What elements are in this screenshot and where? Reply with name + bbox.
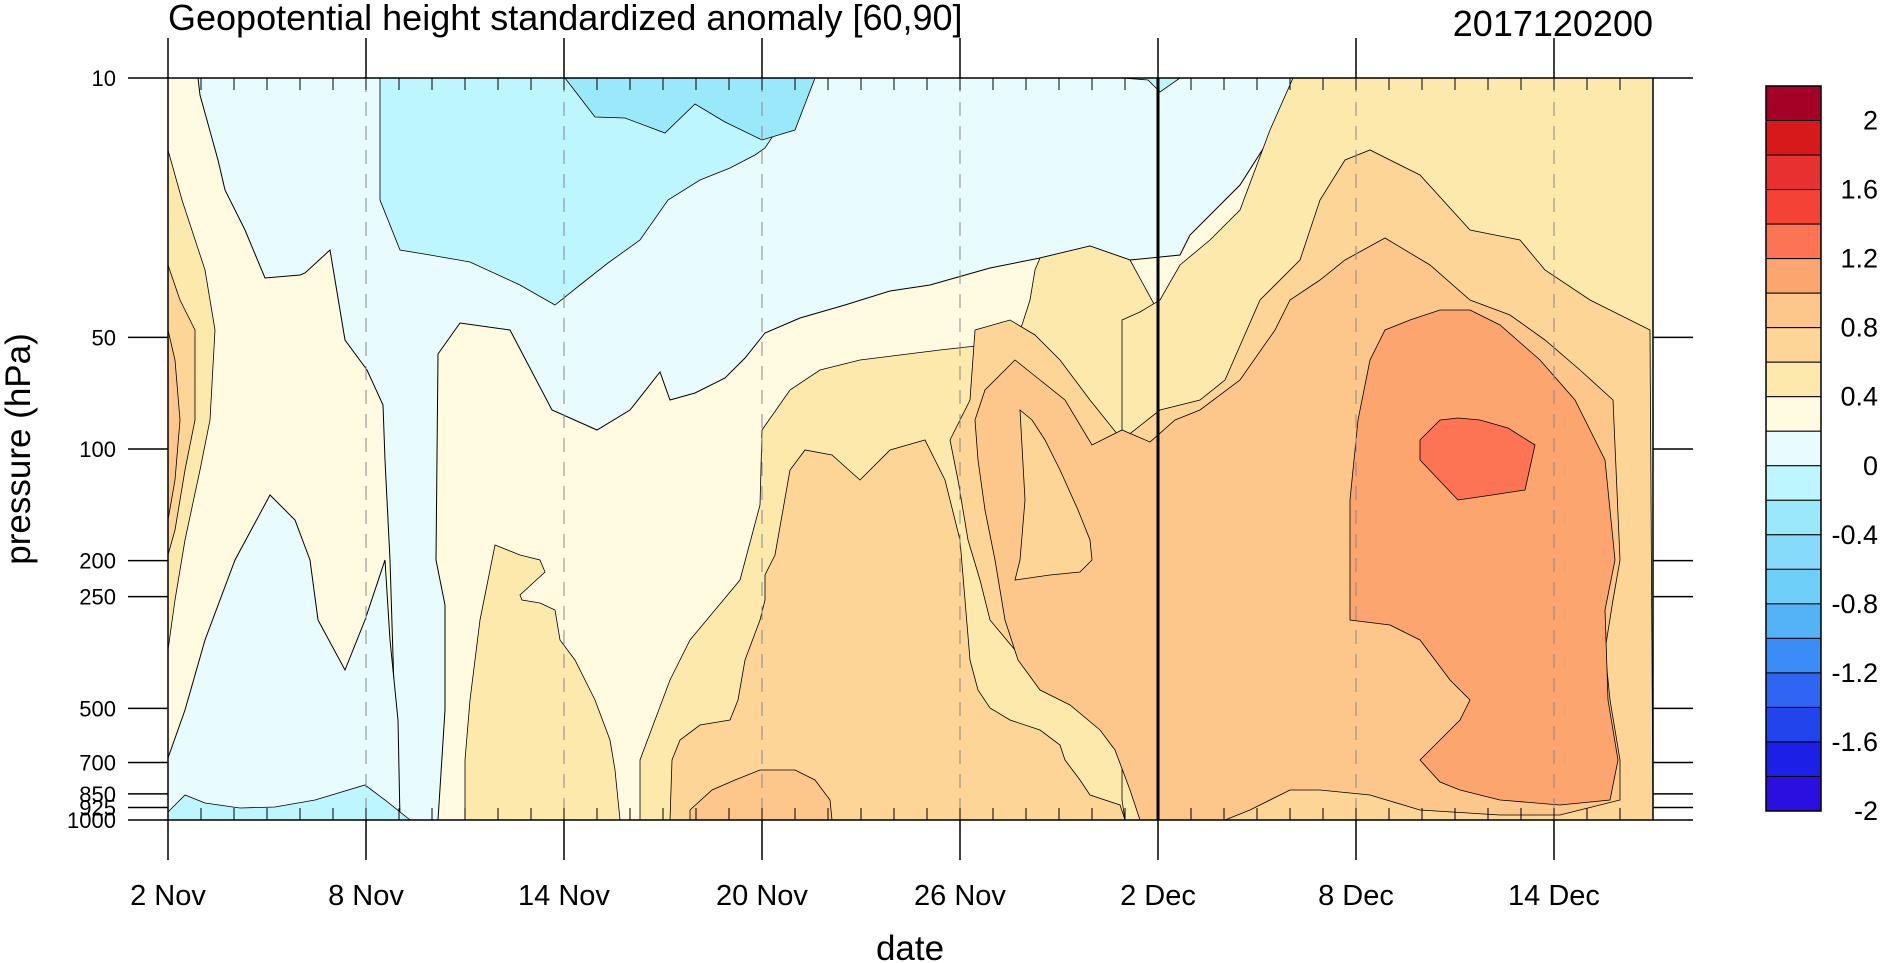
x-tick-label: 2 Nov <box>130 880 206 912</box>
colorbar-frame <box>1765 85 1822 812</box>
region-positive-late-small <box>1014 409 1093 581</box>
date-stamp: 2017120200 <box>1453 3 1653 44</box>
y-tick-label: 100 <box>79 437 116 462</box>
colorbar-swatch <box>1765 465 1822 501</box>
x-tick-label: 14 Dec <box>1508 880 1600 912</box>
x-tick-label: 8 Nov <box>328 880 404 912</box>
y-tick-label: 700 <box>79 751 116 776</box>
y-tick-label: 50 <box>92 325 116 350</box>
y-tick-label: 200 <box>79 549 116 574</box>
colorbar-label: 0 <box>1863 451 1878 481</box>
colorbar-label: 0.8 <box>1840 313 1878 343</box>
y-tick-label: 10 <box>92 66 116 91</box>
y-axis-label: pressure (hPa) <box>0 333 38 564</box>
region-positive-mid-inner <box>669 439 1126 821</box>
colorbar-label: -0.8 <box>1831 589 1878 619</box>
plot-fills <box>167 77 1654 821</box>
colorbar-swatch <box>1765 85 1822 122</box>
colorbar-swatch <box>1765 430 1822 467</box>
colorbar-swatch <box>1765 568 1822 605</box>
region-positive-mid <box>464 544 621 821</box>
colorbar-swatch <box>1765 637 1822 674</box>
colorbar-swatch <box>1765 258 1822 294</box>
region-positive-late-orange <box>1349 309 1619 806</box>
chart-title: Geopotential height standardized anomaly… <box>168 0 963 38</box>
y-tick-label: 925 <box>79 795 116 820</box>
colorbar-swatch <box>1765 672 1822 708</box>
colorbar-label: 1.6 <box>1840 175 1878 205</box>
y-tick-label: 850 <box>79 782 116 807</box>
colorbar-swatch <box>1765 396 1822 432</box>
colorbar-label: -1.2 <box>1831 658 1878 688</box>
x-axis: 2 Nov 8 Nov 14 Nov 20 Nov 26 Nov 2 Dec 8 Dec 14… <box>130 38 1654 912</box>
colorbar-swatch <box>1765 361 1822 398</box>
region-negative-surface <box>167 784 412 821</box>
colorbar-swatch <box>1765 706 1822 743</box>
colorbar-label: 1.2 <box>1840 244 1878 274</box>
x-tick-label: 26 Nov <box>914 880 1006 912</box>
region-negative-deep <box>564 77 816 141</box>
colorbar-swatch <box>1765 603 1822 639</box>
x-tick-label: 8 Dec <box>1318 880 1394 912</box>
colorbar-label: 2 <box>1863 106 1878 136</box>
region-positive-mid-peak <box>689 769 833 821</box>
colorbar-label: 0.4 <box>1840 382 1878 412</box>
colorbar-swatch <box>1765 223 1822 260</box>
colorbar-swatch <box>1765 775 1822 812</box>
x-axis-label: date <box>876 929 944 963</box>
colorbar-swatch <box>1765 534 1822 570</box>
y-tick-label: 250 <box>79 585 116 610</box>
region-positive-max <box>1419 417 1536 501</box>
x-tick-label: 20 Nov <box>716 880 808 912</box>
colorbar-swatch <box>1765 499 1822 536</box>
y-tick-label: 1000 <box>67 808 116 833</box>
colorbar-label: -0.4 <box>1831 520 1878 550</box>
colorbar-swatch <box>1765 327 1822 363</box>
colorbar-swatch <box>1765 154 1822 191</box>
colorbar-swatch <box>1765 189 1822 225</box>
x-tick-label: 2 Dec <box>1120 880 1196 912</box>
colorbar-swatch <box>1765 120 1822 156</box>
colorbar: 2 1.6 1.2 0.8 0.4 0 -0.4 -0.8 -1.2 -1.6 -2 <box>1765 85 1878 826</box>
colorbar-label: -1.6 <box>1831 727 1878 757</box>
colorbar-swatch <box>1765 292 1822 329</box>
region-negative-low <box>167 494 401 821</box>
x-tick-label: 14 Nov <box>518 880 610 912</box>
colorbar-swatch <box>1765 741 1822 777</box>
region-negative-core <box>379 77 816 306</box>
y-tick-label: 500 <box>79 696 116 721</box>
colorbar-label: -2 <box>1854 796 1878 826</box>
